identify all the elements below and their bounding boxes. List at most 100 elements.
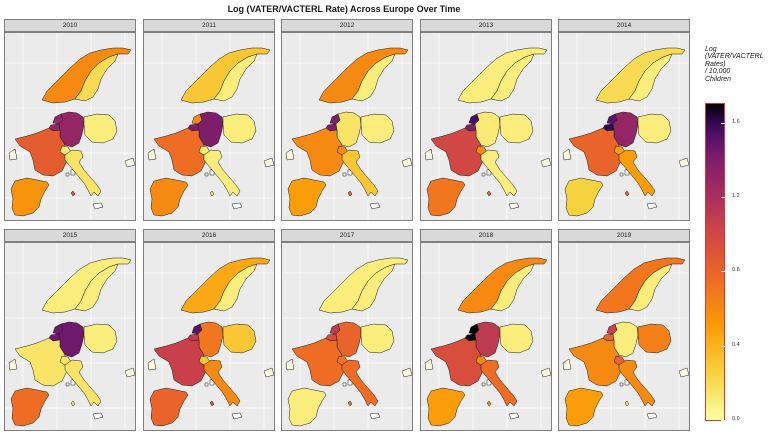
island-shape <box>231 412 243 420</box>
country-spain <box>149 387 189 427</box>
country-italy <box>64 149 102 197</box>
country-sweden <box>351 263 396 312</box>
island-shape <box>540 367 551 378</box>
country-spain <box>564 387 604 427</box>
panel-strip-label: 2016 <box>143 229 275 242</box>
map-svg <box>421 33 551 220</box>
island-shape <box>124 157 135 168</box>
country-sweden <box>74 53 119 102</box>
country-sweden <box>213 263 258 312</box>
map-plot-area <box>420 242 552 431</box>
island-shape <box>424 148 434 161</box>
panel-strip-label: 2019 <box>558 229 690 242</box>
country-sweden <box>628 263 673 312</box>
map-plot-area <box>281 242 413 431</box>
island-shape <box>263 367 274 378</box>
country-poland <box>83 113 118 144</box>
country-malta <box>486 190 492 197</box>
country-malta <box>486 400 492 407</box>
island-shape <box>562 358 572 371</box>
legend-title-line: / 10,000 <box>705 68 731 76</box>
country-france <box>430 127 484 177</box>
island-shape <box>204 172 209 177</box>
legend-tick-label: 0.4 <box>732 341 740 348</box>
island-shape <box>147 148 157 161</box>
legend-colorbar <box>705 103 725 421</box>
country-malta <box>70 400 76 407</box>
island-shape <box>65 382 70 387</box>
map-plot-area <box>558 242 690 431</box>
country-poland <box>360 323 395 354</box>
island-shape <box>562 148 572 161</box>
map-panel: 2012 <box>281 19 413 221</box>
legend-tick-mark <box>721 196 725 198</box>
country-france <box>430 337 484 387</box>
island-shape <box>678 367 689 378</box>
map-svg <box>282 33 412 220</box>
country-germany <box>335 111 362 148</box>
panel-strip-label: 2015 <box>4 229 136 242</box>
country-poland <box>499 323 534 354</box>
country-sweden <box>351 53 396 102</box>
country-spain <box>564 177 604 217</box>
island-shape <box>678 157 689 168</box>
legend-title-line: Rates) <box>705 60 726 68</box>
country-spain <box>287 177 327 217</box>
map-panel: 2016 <box>143 229 275 431</box>
island-shape <box>369 412 381 420</box>
island-shape <box>342 172 347 177</box>
country-spain <box>10 177 50 217</box>
island-shape <box>204 382 209 387</box>
panel-strip-label: 2012 <box>281 19 413 32</box>
country-malta <box>624 400 630 407</box>
country-sweden <box>628 53 673 102</box>
legend-tick-label: 0.0 <box>732 416 740 422</box>
map-plot-area <box>420 32 552 221</box>
country-france <box>14 127 68 177</box>
island-shape <box>92 202 104 210</box>
country-poland <box>360 113 395 144</box>
country-malta <box>209 190 215 197</box>
map-svg <box>144 33 274 220</box>
country-spain <box>287 387 327 427</box>
country-sweden <box>490 53 535 102</box>
country-france <box>14 337 68 387</box>
map-svg <box>282 243 412 430</box>
island-shape <box>401 157 412 168</box>
map-svg <box>559 33 689 220</box>
country-poland <box>83 323 118 354</box>
country-italy <box>341 359 379 407</box>
legend-tick-label: 1.2 <box>732 192 740 199</box>
country-germany <box>474 111 501 148</box>
country-sweden <box>213 53 258 102</box>
country-france <box>568 127 622 177</box>
country-italy <box>618 359 656 407</box>
map-panel: 2015 <box>4 229 136 431</box>
country-france <box>291 127 345 177</box>
legend-title-line: (VATER/VACTERL <box>705 53 764 61</box>
map-panel: 2018 <box>420 229 552 431</box>
map-svg <box>421 243 551 430</box>
country-france <box>568 337 622 387</box>
country-germany <box>58 111 85 148</box>
island-shape <box>424 358 434 371</box>
map-panel: 2013 <box>420 19 552 221</box>
island-shape <box>124 367 135 378</box>
legend-tick-label: 1.6 <box>732 118 740 125</box>
island-shape <box>8 148 18 161</box>
island-shape <box>619 172 624 177</box>
island-shape <box>481 382 486 387</box>
country-germany <box>197 111 224 148</box>
country-malta <box>347 190 353 197</box>
country-spain <box>149 177 189 217</box>
legend-tick-mark <box>721 420 725 421</box>
country-italy <box>480 359 518 407</box>
panel-strip-label: 2010 <box>4 19 136 32</box>
country-germany <box>197 321 224 358</box>
country-sweden <box>74 263 119 312</box>
legend-tick-mark <box>721 345 725 347</box>
map-svg <box>559 243 689 430</box>
country-france <box>291 337 345 387</box>
country-spain <box>10 387 50 427</box>
map-panel: 2014 <box>558 19 690 221</box>
